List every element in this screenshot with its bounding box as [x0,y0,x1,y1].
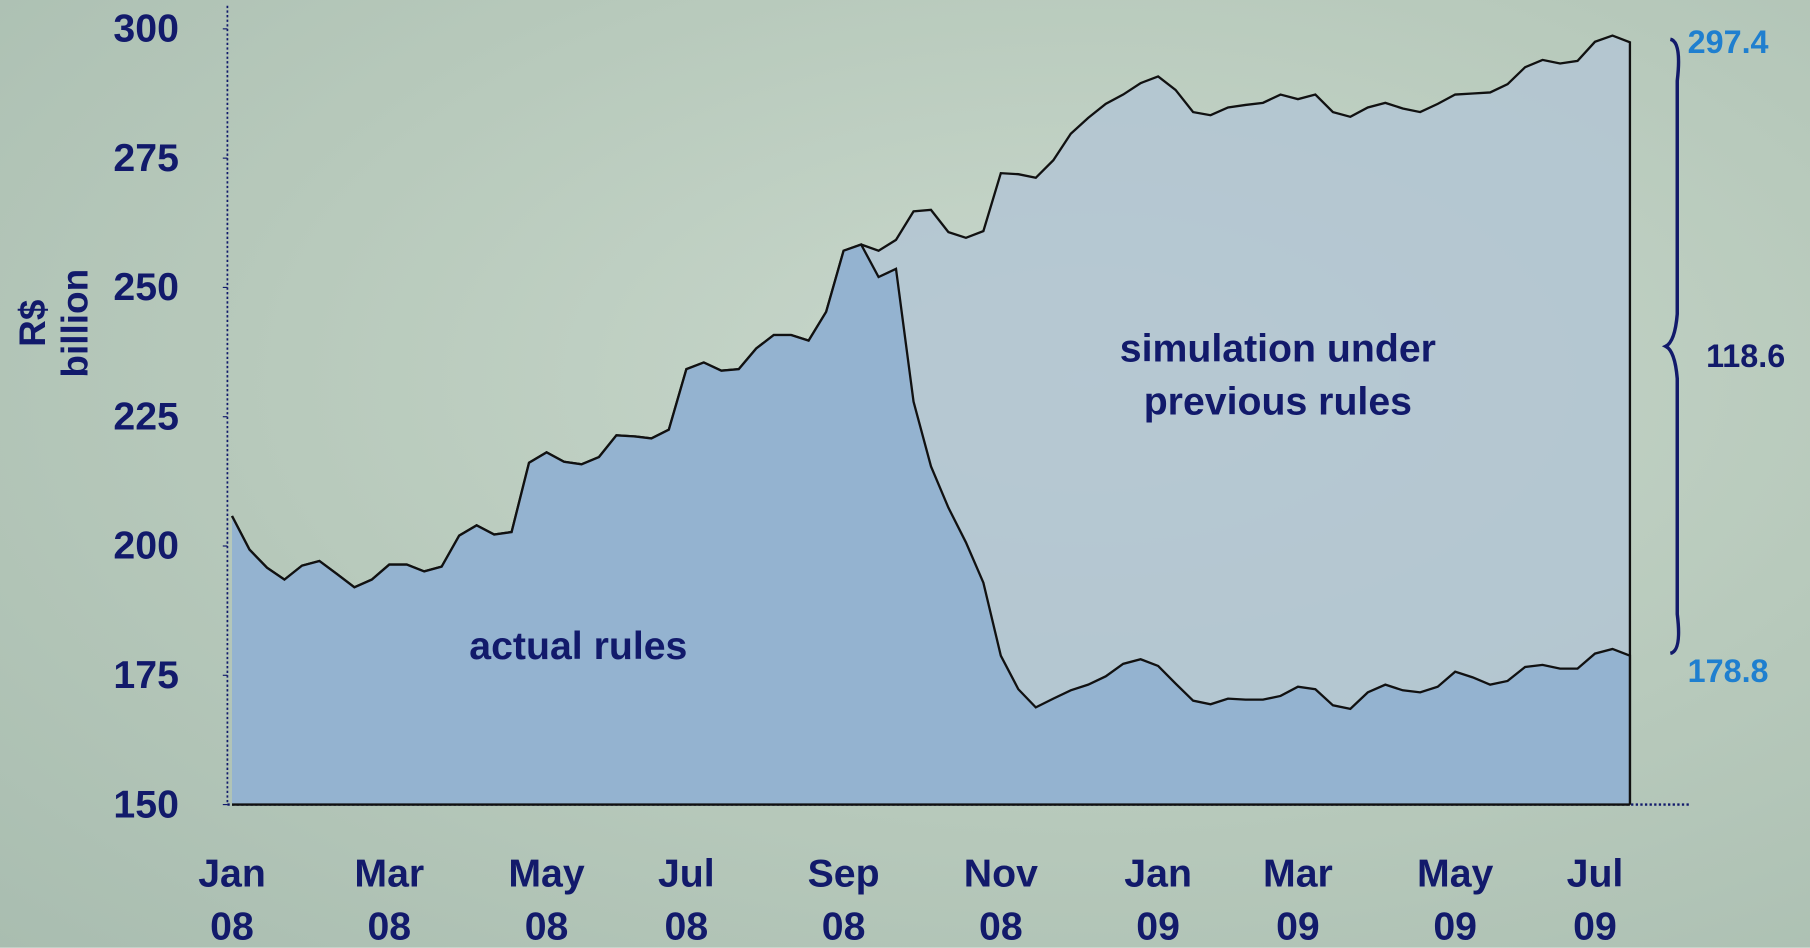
x-tick-label: Jan 08 [177,847,288,947]
x-tick-label: Nov 08 [945,847,1056,947]
x-tick-label: Sep 08 [788,847,899,947]
x-tick-label: Jul 08 [631,847,742,947]
y-tick-label: 225 [29,394,179,440]
end-label: 297.4 [1688,23,1769,62]
difference-label: 118.6 [1706,337,1785,376]
x-tick-label: Mar 08 [334,847,445,947]
y-tick-label: 175 [29,652,179,698]
brace [1666,39,1679,653]
y-tick-label: 150 [29,781,179,827]
end-label: 178.8 [1688,652,1769,691]
x-tick-label: Mar 09 [1243,847,1354,947]
series-label: simulation under previous rules [1082,322,1474,428]
y-tick-label: 300 [29,6,179,52]
series-label: actual rules [405,620,751,673]
x-tick-label: May 08 [491,847,602,947]
chart: R$ billion 297.4 178.8 118.6 simulation … [0,0,1810,948]
y-tick-label: 200 [29,523,179,569]
y-tick-label: 250 [29,264,179,310]
y-tick-label: 275 [29,135,179,181]
plot [0,0,1810,948]
x-tick-label: Jan 09 [1103,847,1214,947]
x-tick-label: Jul 09 [1540,847,1651,947]
x-tick-label: May 09 [1400,847,1511,947]
